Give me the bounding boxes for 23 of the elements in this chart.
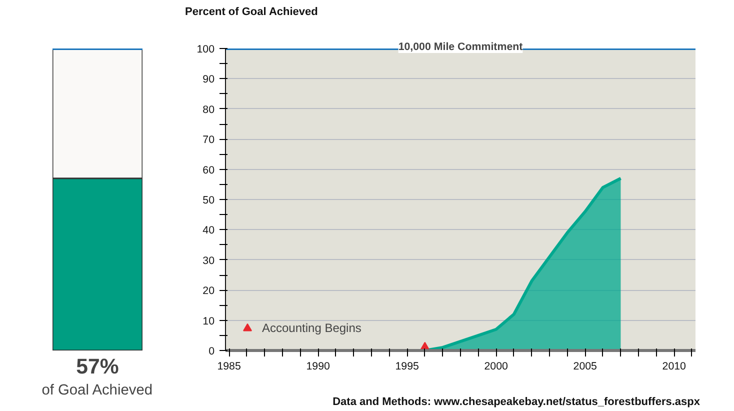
y-tick-label: 100 xyxy=(196,44,215,56)
y-tick-label: 10 xyxy=(202,315,215,328)
data-label: 57% xyxy=(76,354,119,378)
x-tick-label: 1990 xyxy=(306,360,330,372)
ref-line-label: 10,000 Mile Commitment xyxy=(398,41,524,53)
x-tick-label: 2005 xyxy=(573,360,598,372)
y-tick-label: 60 xyxy=(202,164,215,176)
text: of Goal Achieved xyxy=(42,382,153,398)
x-tick-label: 2000 xyxy=(484,360,508,372)
y-tick-label: 70 xyxy=(202,134,215,146)
y-tick-label: 0 xyxy=(208,346,215,358)
x-tick-label: 1985 xyxy=(217,360,241,372)
y-tick-label: 20 xyxy=(202,285,215,298)
x-tick-label: 2010 xyxy=(662,360,686,372)
y-tick-label: 40 xyxy=(202,224,215,237)
y-tick-label: 30 xyxy=(202,254,215,267)
y-tick-label: 90 xyxy=(202,74,215,86)
y-tick-label: 80 xyxy=(202,104,215,116)
legend-label: Accounting Begins xyxy=(262,321,362,335)
y-axis-title: Percent of Goal Achieved xyxy=(185,5,318,20)
text: Data and Methods: www.chesapeakebay.net/status_forestbuffers.aspx xyxy=(332,395,700,410)
x-tick-label: 1995 xyxy=(395,360,420,372)
y-tick-label: 50 xyxy=(202,194,215,206)
